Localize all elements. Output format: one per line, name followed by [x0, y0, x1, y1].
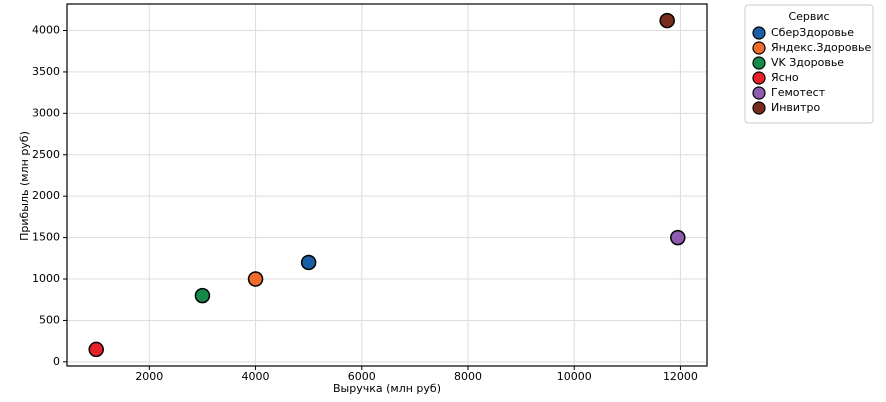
x-tick-label: 10000	[557, 370, 592, 383]
legend-title: Сервис	[788, 10, 829, 23]
y-tick-label: 1500	[32, 231, 60, 244]
scatter-point	[670, 229, 686, 246]
legend-marker	[752, 86, 766, 100]
y-tick-label: 3500	[32, 65, 60, 78]
y-tick-label: 500	[39, 313, 60, 326]
legend-box	[744, 4, 874, 124]
scatter-point	[247, 271, 264, 287]
legend-label: VK Здоровье	[771, 56, 844, 69]
scatter-point	[659, 12, 675, 29]
legend-label: Гемотест	[771, 86, 826, 99]
y-tick-label: 2000	[32, 189, 60, 202]
legend-label: СберЗдоровье	[771, 26, 854, 39]
y-tick-label: 2500	[32, 148, 60, 161]
y-tick-label: 4000	[32, 24, 60, 37]
scatter-point	[88, 341, 104, 358]
x-tick-label: 6000	[348, 370, 376, 383]
scatter-point	[194, 287, 211, 304]
legend-label: Ясно	[771, 71, 799, 84]
x-axis-label: Выручка (млн руб)	[333, 382, 441, 395]
scatter-point	[300, 254, 317, 271]
legend-marker	[752, 41, 766, 55]
legend-marker	[752, 71, 766, 85]
legend-label: Инвитро	[771, 101, 820, 114]
x-tick-label: 2000	[135, 370, 163, 383]
x-tick-label: 12000	[663, 370, 698, 383]
y-tick-label: 0	[53, 355, 60, 368]
y-tick-label: 1000	[32, 272, 60, 285]
legend-marker	[752, 56, 766, 70]
y-axis-label: Прибыль (млн руб)	[18, 131, 31, 241]
y-tick-label: 3000	[32, 106, 60, 119]
legend-marker	[752, 26, 766, 40]
plot-frame	[66, 3, 708, 367]
x-tick-label: 4000	[242, 370, 270, 383]
legend-marker	[752, 101, 766, 115]
legend-label: Яндекс.Здоровье	[771, 41, 871, 54]
x-tick-label: 8000	[454, 370, 482, 383]
